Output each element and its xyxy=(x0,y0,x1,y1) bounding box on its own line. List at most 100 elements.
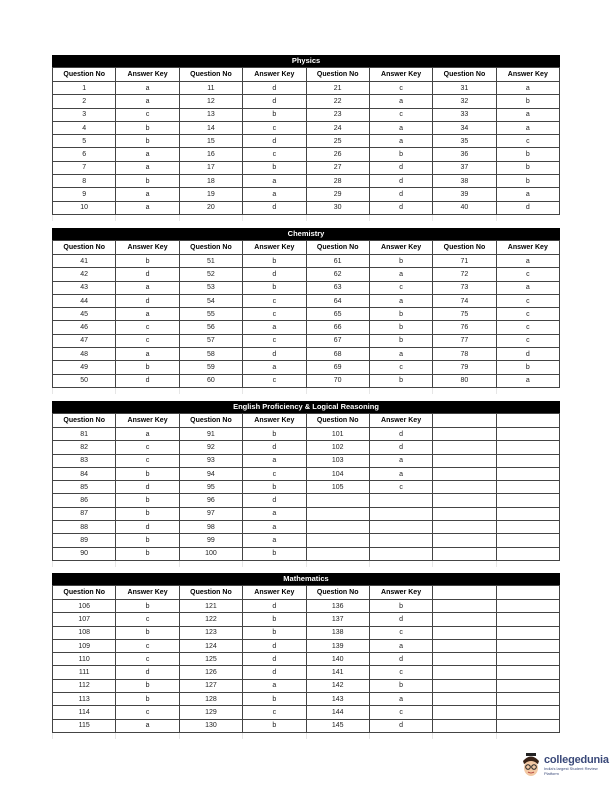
answer-key-cell: d xyxy=(368,612,434,627)
answer-key-cell: b xyxy=(115,493,180,508)
spacer-cell xyxy=(242,560,306,567)
answer-key-cell: d xyxy=(242,665,307,680)
spacer-row xyxy=(51,387,560,394)
question-number-cell: 7 xyxy=(51,160,117,176)
answer-key-cell: d xyxy=(115,665,180,680)
question-number-cell xyxy=(305,520,370,535)
table-row: 41 b 51 b 61 b 71 a xyxy=(51,253,561,269)
spacer-row xyxy=(51,214,560,221)
answer-key-cell: a xyxy=(242,678,307,694)
question-number-cell: 3 xyxy=(51,107,117,122)
question-number-cell: 123 xyxy=(178,625,244,640)
table-row: 2 a 12 d 22 a 32 b xyxy=(51,94,561,109)
question-number-cell: 63 xyxy=(305,280,370,295)
question-number-cell xyxy=(432,493,497,508)
question-number-cell: 91 xyxy=(178,426,244,442)
answer-key-cell: b xyxy=(368,678,434,694)
column-header: Answer Key xyxy=(495,67,561,82)
answer-key-cell: d xyxy=(242,267,307,282)
answer-key-cell: b xyxy=(242,253,307,269)
question-number-cell: 18 xyxy=(178,174,244,189)
answer-key-cell: c xyxy=(115,107,180,122)
column-header: Answer Key xyxy=(368,67,434,82)
question-number-cell xyxy=(432,665,497,680)
answer-key-cell: a xyxy=(495,373,561,388)
answer-key-cell: a xyxy=(495,120,561,136)
answer-key-cell: a xyxy=(495,107,561,122)
answer-key-cell: a xyxy=(115,718,180,733)
question-number-cell: 92 xyxy=(178,440,244,455)
table-row: 107 c 122 b 137 d xyxy=(51,612,561,627)
column-header: Question No xyxy=(432,240,497,255)
answer-key-cell: c xyxy=(242,466,307,482)
answer-key-cell: d xyxy=(495,200,561,215)
question-number-cell: 59 xyxy=(178,360,244,375)
table-row: 110 c 125 d 140 d xyxy=(51,652,561,667)
answer-key-cell xyxy=(495,638,561,654)
question-number-cell: 101 xyxy=(305,426,370,442)
spacer-cell xyxy=(115,214,180,221)
question-number-cell: 143 xyxy=(305,692,370,707)
column-header xyxy=(495,585,561,600)
question-number-cell xyxy=(432,546,497,561)
question-number-cell xyxy=(432,466,497,482)
question-number-cell xyxy=(432,533,497,548)
answer-key-cell xyxy=(495,625,561,640)
answer-key-cell: a xyxy=(242,520,307,535)
answer-key-cell: a xyxy=(115,80,180,96)
question-number-cell: 4 xyxy=(51,120,117,136)
question-number-cell: 67 xyxy=(305,333,370,349)
question-number-cell: 109 xyxy=(51,638,117,654)
answer-key-cell: a xyxy=(115,160,180,176)
column-header: Question No xyxy=(305,67,370,82)
question-number-cell: 22 xyxy=(305,94,370,109)
question-number-cell xyxy=(305,533,370,548)
question-number-cell: 115 xyxy=(51,718,117,733)
answer-key-cell: c xyxy=(115,612,180,627)
question-number-cell: 48 xyxy=(51,347,117,362)
question-number-cell: 11 xyxy=(178,80,244,96)
answer-key-cell: b xyxy=(242,692,307,707)
question-number-cell: 112 xyxy=(51,678,117,694)
answer-key-cell: d xyxy=(115,293,180,309)
spacer-cell xyxy=(51,732,116,739)
section-title: Chemistry xyxy=(52,228,560,240)
answer-key-cell: d xyxy=(242,493,307,508)
answer-key-cell: c xyxy=(242,147,307,162)
spacer-cell xyxy=(495,732,560,739)
table-row: 47 c 57 c 67 b 77 c xyxy=(51,333,561,349)
table-row: 86 b 96 d xyxy=(51,493,561,508)
question-number-cell: 104 xyxy=(305,466,370,482)
answer-key-cell: c xyxy=(495,293,561,309)
question-number-cell xyxy=(305,506,370,522)
answer-key-cell: b xyxy=(495,174,561,189)
question-number-cell: 44 xyxy=(51,293,117,309)
answer-key-cell: c xyxy=(495,320,561,335)
table-row: 7 a 17 b 27 d 37 b xyxy=(51,160,561,176)
question-number-cell xyxy=(432,520,497,535)
answer-key-cell: a xyxy=(368,347,434,362)
question-number-cell: 40 xyxy=(432,200,497,215)
answer-key-cell: d xyxy=(495,347,561,362)
question-number-cell: 97 xyxy=(178,506,244,522)
answer-key-cell: c xyxy=(115,652,180,667)
spacer-cell xyxy=(51,560,116,567)
header-row: Question No Answer Key Question No Answer K… xyxy=(51,585,561,600)
table-row: 48 a 58 d 68 a 78 d xyxy=(51,347,561,362)
table-row: 113 b 128 b 143 a xyxy=(51,692,561,707)
answer-key-cell: c xyxy=(368,360,434,375)
column-header: Question No xyxy=(51,67,117,82)
question-number-cell: 32 xyxy=(432,94,497,109)
answer-key-cell: d xyxy=(115,373,180,388)
column-header: Answer Key xyxy=(242,67,307,82)
table-row: 87 b 97 a xyxy=(51,506,561,522)
answer-table: Question No Answer Key Question No Answer K… xyxy=(51,585,561,739)
question-number-cell: 145 xyxy=(305,718,370,733)
question-number-cell: 1 xyxy=(51,80,117,96)
spacer-cell xyxy=(51,214,116,221)
question-number-cell: 15 xyxy=(178,134,244,149)
answer-key-cell: b xyxy=(368,598,434,614)
answer-key-cell: c xyxy=(368,625,434,640)
question-number-cell: 60 xyxy=(178,373,244,388)
answer-key-cell: c xyxy=(115,453,180,468)
